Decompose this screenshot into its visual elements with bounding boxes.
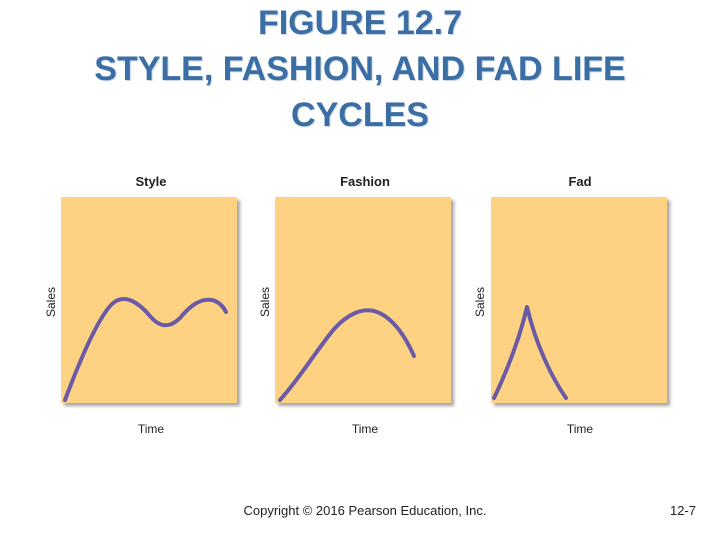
panel-style: Style Sales Time	[44, 174, 237, 436]
title-line-2: STYLE, FASHION, AND FAD LIFE	[94, 50, 626, 88]
page-number: 12-7	[669, 503, 696, 518]
y-axis-label-style: Sales	[44, 287, 58, 317]
title-line-1: FIGURE 12.7	[257, 4, 463, 42]
y-axis-label-fad: Sales	[473, 287, 487, 317]
fad-curve	[492, 305, 568, 400]
y-axis-label-fashion: Sales	[258, 287, 272, 317]
panel-heading-fad: Fad	[568, 174, 591, 189]
panel-fad: Fad Sales Time	[473, 174, 667, 436]
x-axis-label-style: Time	[138, 422, 165, 436]
title-line-3: CYCLES	[291, 96, 429, 134]
x-axis-label-fashion: Time	[352, 422, 379, 436]
x-axis-label-fad: Time	[567, 422, 594, 436]
slide-title: FIGURE 12.7 STYLE, FASHION, AND FAD LIFE…	[0, 0, 720, 138]
panel-heading-fashion: Fashion	[340, 174, 390, 189]
panel-background-fad	[491, 197, 667, 403]
panel-fashion: Fashion Sales Time	[258, 174, 451, 436]
style-curve	[63, 297, 228, 402]
copyright-notice: Copyright © 2016 Pearson Education, Inc.	[243, 503, 487, 518]
panel-heading-style: Style	[135, 174, 166, 189]
fashion-curve	[278, 308, 416, 402]
